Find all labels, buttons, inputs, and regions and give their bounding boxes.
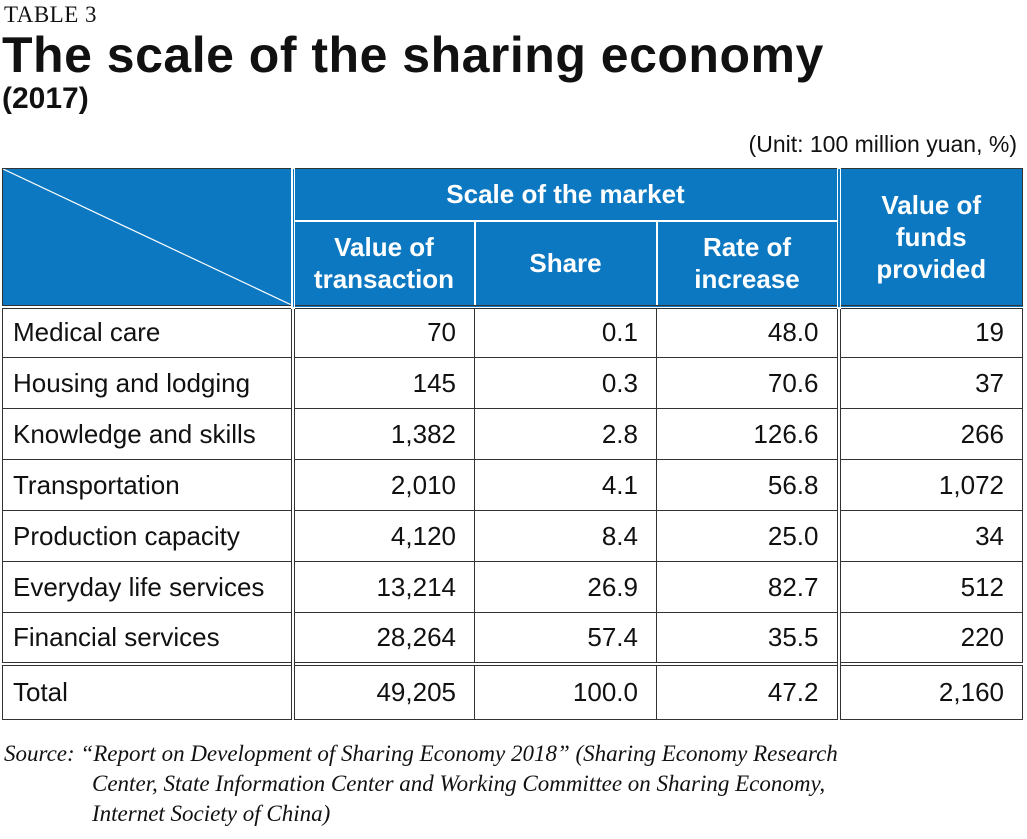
cell-transaction: 70 [292,304,475,358]
cell-transaction: 28,264 [292,612,475,664]
cell-share: 8.4 [474,510,657,562]
source-line-2: Center, State Information Center and Wor… [92,771,826,796]
cell-rate: 70.6 [656,357,841,409]
header-value-of-transaction: Value of transaction [291,219,476,308]
cell-share: 2.8 [474,408,657,460]
table-row: Financial services 28,264 57.4 35.5 220 [2,612,1023,664]
cell-rate: 126.6 [656,408,841,460]
total-label: Total [2,661,295,720]
table-row: Transportation 2,010 4.1 56.8 1,072 [2,459,1023,511]
page-subtitle: (2017) [2,82,89,115]
data-table: Scale of the market Value of funds provi… [2,168,1023,720]
table-row: Everyday life services 13,214 26.9 82.7 … [2,561,1023,613]
cell-share: 0.1 [474,304,657,358]
table-label: TABLE 3 [4,2,98,27]
source-note: Source: “Report on Development of Sharin… [4,739,1024,829]
header-scale-of-market: Scale of the market [291,168,841,222]
header-rate-of-increase: Rate of increase [655,219,841,308]
page-title: The scale of the sharing economy [2,27,824,83]
row-category: Transportation [2,459,295,511]
table-row: Knowledge and skills 1,382 2.8 126.6 266 [2,408,1023,460]
total-share: 100.0 [474,661,657,720]
header-corner [2,168,295,308]
cell-share: 0.3 [474,357,657,409]
cell-funds: 512 [838,561,1023,613]
total-transaction: 49,205 [292,661,475,720]
row-category: Everyday life services [2,561,295,613]
cell-rate: 35.5 [656,612,841,664]
header-value-of-funds: Value of funds provided [837,168,1023,308]
corner-diagonal-line [3,169,291,305]
cell-transaction: 1,382 [292,408,475,460]
header-share: Share [473,219,658,308]
total-rate: 47.2 [656,661,841,720]
cell-funds: 19 [838,304,1023,358]
table-row: Medical care 70 0.1 48.0 19 [2,304,1023,358]
row-category: Knowledge and skills [2,408,295,460]
cell-funds: 37 [838,357,1023,409]
cell-transaction: 13,214 [292,561,475,613]
cell-rate: 56.8 [656,459,841,511]
table-row: Production capacity 4,120 8.4 25.0 34 [2,510,1023,562]
cell-rate: 48.0 [656,304,841,358]
cell-share: 4.1 [474,459,657,511]
row-category: Housing and lodging [2,357,295,409]
cell-rate: 82.7 [656,561,841,613]
cell-share: 57.4 [474,612,657,664]
row-category: Medical care [2,304,295,358]
source-line-3: Internet Society of China) [92,801,331,826]
source-line-1: Source: “Report on Development of Sharin… [4,741,838,766]
table-row: Housing and lodging 145 0.3 70.6 37 [2,357,1023,409]
cell-funds: 1,072 [838,459,1023,511]
total-funds: 2,160 [838,661,1023,720]
cell-rate: 25.0 [656,510,841,562]
cell-funds: 266 [838,408,1023,460]
unit-note: (Unit: 100 million yuan, %) [748,131,1017,157]
cell-transaction: 4,120 [292,510,475,562]
row-category: Production capacity [2,510,295,562]
cell-transaction: 2,010 [292,459,475,511]
cell-transaction: 145 [292,357,475,409]
row-category: Financial services [2,612,295,664]
cell-funds: 34 [838,510,1023,562]
cell-funds: 220 [838,612,1023,664]
total-row: Total 49,205 100.0 47.2 2,160 [2,661,1023,720]
cell-share: 26.9 [474,561,657,613]
